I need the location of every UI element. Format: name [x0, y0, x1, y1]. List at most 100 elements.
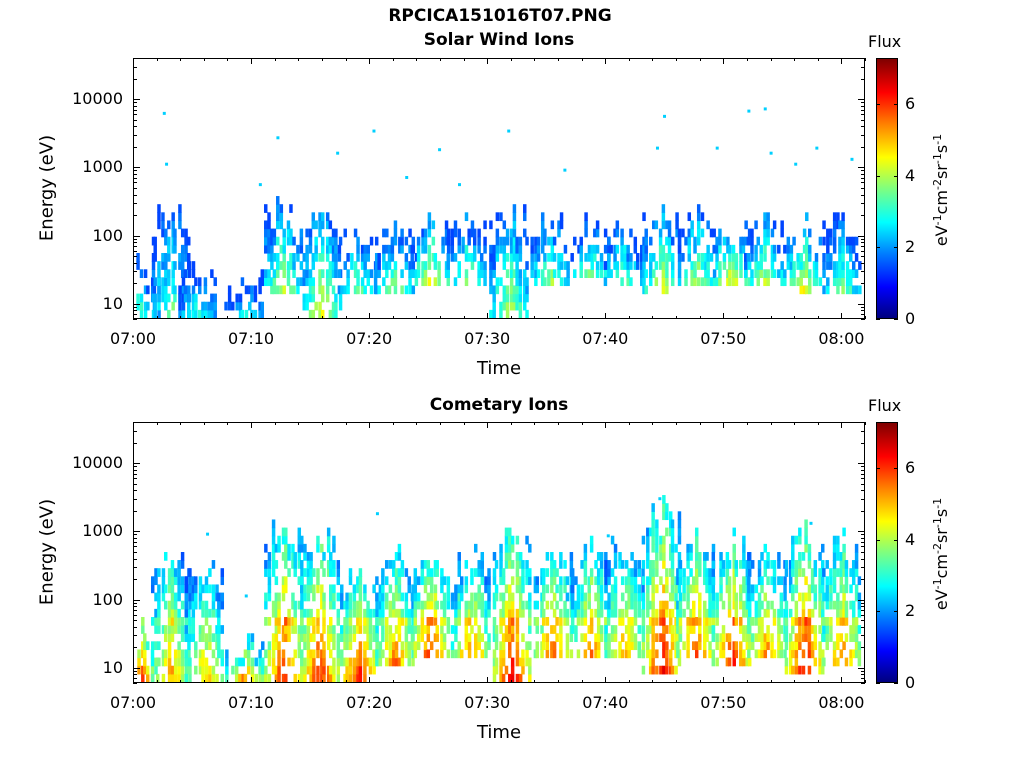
heatmap-cell: [525, 560, 529, 569]
heatmap-cell: [368, 617, 373, 626]
heatmap-cell: [348, 657, 353, 667]
heatmap-cell: [238, 673, 242, 682]
heatmap-cell: [390, 244, 395, 254]
heatmap-cell: [184, 228, 188, 238]
heatmap-cell: [332, 600, 336, 610]
heatmap-cell: [390, 277, 395, 287]
heatmap-cell: [813, 641, 818, 651]
ytick-minor: [133, 610, 137, 612]
heatmap-cell: [191, 301, 196, 311]
heatmap-cell: [521, 584, 525, 594]
heatmap-cell: [306, 625, 311, 634]
ytick-minor-right: [861, 567, 865, 569]
heatmap-cell: [515, 269, 519, 279]
heatmap-cell: [791, 665, 795, 675]
heatmap-cell: [157, 625, 161, 634]
heatmap-cell: [682, 641, 686, 651]
heatmap-cell: [646, 625, 650, 634]
heatmap-cell: [518, 576, 523, 586]
heatmap-cell: [276, 196, 280, 205]
heatmap-cell: [375, 641, 379, 651]
xtick-minor-top: [581, 58, 583, 61]
heatmap-cell: [763, 236, 767, 246]
ytick-minor-right: [861, 310, 865, 312]
heatmap-cell: [400, 560, 405, 569]
heatmap-cell: [157, 641, 161, 651]
heatmap-cell: [331, 285, 336, 295]
heatmap-cell: [416, 261, 421, 270]
heatmap-cell: [518, 309, 523, 318]
heatmap-cell: [188, 657, 192, 667]
heatmap-cell: [173, 236, 177, 246]
heatmap-cell: [352, 657, 357, 667]
heatmap-cell: [832, 236, 837, 246]
heatmap-cell: [499, 649, 503, 659]
heatmap-cell: [557, 253, 561, 262]
heatmap-cell: [734, 617, 739, 626]
heatmap-cell: [659, 617, 663, 626]
heatmap-cell: [360, 253, 365, 262]
heatmap-cell: [668, 543, 673, 553]
heatmap-cell: [728, 277, 732, 287]
heatmap-cell: [841, 244, 845, 254]
heatmap-cell: [712, 244, 716, 254]
xtick-mark: [369, 313, 371, 319]
heatmap-cell: [414, 277, 419, 287]
heatmap-sparse-point: [206, 532, 210, 536]
heatmap-cell: [264, 665, 268, 675]
heatmap-cell: [512, 204, 517, 213]
ytick-minor-right: [861, 422, 865, 423]
heatmap-cell: [670, 543, 675, 553]
heatmap-cell: [841, 261, 845, 270]
heatmap-cell: [593, 244, 597, 254]
heatmap-cell: [171, 236, 175, 246]
heatmap-cell: [508, 633, 512, 643]
heatmap-cell: [651, 535, 655, 545]
heatmap-cell: [566, 277, 570, 287]
heatmap-cell: [429, 568, 434, 577]
heatmap-cell: [747, 552, 751, 561]
heatmap-cell: [821, 543, 825, 553]
ytick-minor-right: [861, 182, 865, 184]
colorbar-unit-exponent: -2: [930, 543, 944, 555]
heatmap-cell: [596, 584, 601, 594]
heatmap-cell: [646, 560, 650, 569]
heatmap-cell: [832, 552, 837, 561]
heatmap-cell: [435, 649, 439, 659]
heatmap-cell: [374, 269, 379, 279]
heatmap-cell: [171, 244, 175, 254]
xtick-minor: [652, 680, 654, 683]
colorbar-unit-exponent: -1: [930, 578, 944, 590]
heatmap-cell: [630, 592, 634, 602]
heatmap-cell: [416, 633, 421, 643]
heatmap-cell: [208, 584, 212, 594]
heatmap-cell: [739, 253, 743, 262]
ytick-minor: [133, 203, 137, 205]
heatmap-cell: [153, 293, 157, 303]
heatmap-cell: [788, 568, 793, 577]
heatmap-cell: [763, 277, 767, 287]
heatmap-cell: [303, 584, 307, 594]
heatmap-cell: [777, 641, 781, 651]
xtick-mark-top: [369, 422, 371, 428]
heatmap-cell: [157, 261, 161, 270]
heatmap-cell: [693, 277, 697, 287]
heatmap-sparse-point: [258, 183, 262, 187]
heatmap-cell: [576, 617, 581, 626]
heatmap-cell: [818, 568, 822, 577]
heatmap-cell: [504, 535, 509, 545]
heatmap-cell: [652, 220, 656, 230]
heatmap-cell: [191, 309, 196, 318]
xtick-minor-top: [298, 422, 300, 425]
heatmap-cell: [164, 228, 168, 238]
heatmap-cell: [499, 236, 503, 246]
heatmap-cell: [198, 625, 203, 634]
heatmap-cell: [297, 576, 302, 586]
xtick-mark-top: [841, 58, 843, 64]
heatmap-cell: [387, 253, 392, 262]
heatmap-cell: [739, 261, 743, 270]
heatmap-cell: [841, 277, 845, 287]
heatmap-cell: [696, 212, 701, 222]
heatmap-cell: [849, 625, 853, 634]
ytick-minor: [133, 271, 137, 273]
